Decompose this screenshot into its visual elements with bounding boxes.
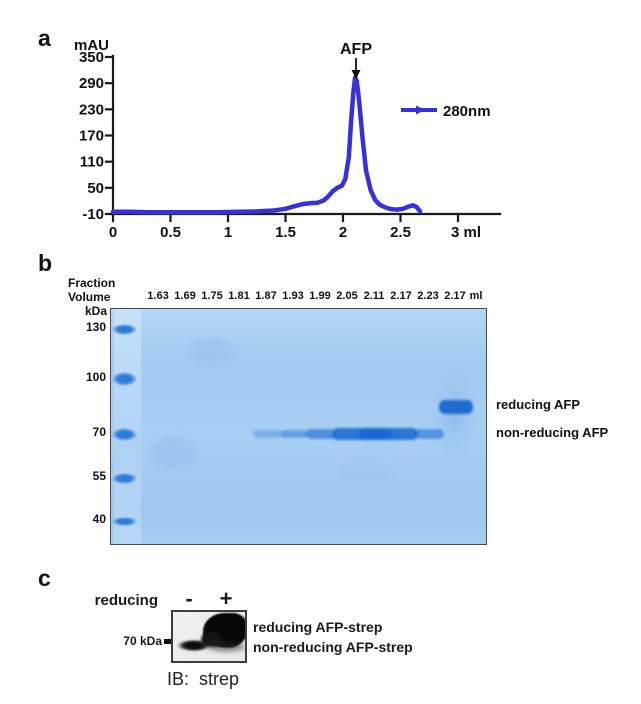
gel-band-reducing-2.17: [439, 400, 473, 414]
reducing-condition-label: reducing: [94, 592, 158, 609]
ladder-band-100kda: [112, 372, 137, 386]
ladder-kda-label: 100: [85, 370, 106, 384]
x-tick-label: 2.5: [390, 224, 411, 241]
chromatogram-plot: mAU 0 0.5 1 1.5 2 2.5 3 ml 350 290 230 170 110 50 -10…: [74, 37, 502, 241]
non-reducing-afp-label: non-reducing AFP: [496, 425, 609, 440]
fraction-header-line1: Fraction: [68, 276, 116, 290]
fraction-unit-label: ml: [469, 290, 483, 302]
fraction-label: 2.11: [363, 290, 385, 302]
y-tick-label: 230: [79, 101, 104, 118]
gel-band-non-reducing-2.11: [358, 428, 392, 440]
panel-c-label: c: [38, 565, 51, 591]
immunoblot-caption: IB: strep: [167, 669, 240, 689]
kda-header: kDa: [84, 304, 107, 318]
x-tick-label: 0: [109, 224, 117, 241]
y-tick-label: 110: [80, 154, 104, 171]
reducing-afp-label: reducing AFP: [496, 397, 581, 412]
y-tick-label: 350: [79, 49, 104, 66]
gel-band-non-reducing-2.23: [414, 429, 444, 439]
absorbance-curve-280nm: [110, 75, 423, 215]
gel-band-non-reducing-2.05: [331, 428, 365, 440]
ladder-band-55kda: [112, 472, 137, 484]
fraction-label: 1.75: [201, 290, 223, 302]
y-tick-label: -10: [82, 206, 104, 223]
gel-smudge: [151, 437, 197, 469]
legend-marker-icon: [416, 105, 425, 115]
fraction-label: 1.81: [228, 290, 250, 302]
non-reducing-afp-strep-label: non-reducing AFP-strep: [253, 639, 413, 655]
ladder-kda-label: 55: [92, 469, 106, 483]
fraction-label: 1.63: [147, 290, 169, 302]
panel-b-label: b: [38, 250, 53, 276]
blot-band-reducing-fade: [207, 642, 245, 652]
gel-smudge: [189, 337, 233, 365]
lane-plus-label: +: [219, 586, 233, 611]
legend-label: 280nm: [443, 103, 491, 120]
x-tick-label: 1: [224, 224, 232, 241]
axis-ticks: 0 0.5 1 1.5 2 2.5 3 ml 350 290 230 170 110 50 -10: [79, 49, 481, 241]
fraction-label: 1.87: [255, 290, 277, 302]
y-tick-label: 170: [79, 128, 104, 145]
ladder-band-40kda: [112, 516, 137, 526]
gel-image: [110, 308, 487, 545]
gel-smudge-reducing-lane: [431, 367, 477, 463]
lane-minus-label: -: [185, 586, 193, 611]
fraction-label: 2.17: [444, 290, 466, 302]
x-tick-label: 3 ml: [451, 224, 481, 241]
y-axis-title: mAU: [74, 37, 109, 54]
gel-band-non-reducing-2.17: [385, 428, 419, 440]
x-tick-label: 1.5: [275, 224, 296, 241]
70kda-marker-label: 70 kDa: [123, 634, 162, 648]
fraction-label: 1.93: [282, 290, 304, 302]
gel-smudge: [339, 459, 391, 487]
blot-band-reducing-smear: [201, 632, 223, 647]
fraction-label: 2.23: [417, 290, 439, 302]
afp-peak-label: AFP: [340, 41, 372, 58]
x-tick-label: 2: [339, 224, 347, 241]
ladder-lane: [114, 309, 141, 544]
afp-arrowhead-icon: [351, 70, 361, 79]
ladder-band-130kda: [112, 323, 137, 335]
ladder-kda-label: 70: [92, 425, 106, 439]
ladder-band-70kda: [112, 427, 137, 441]
ladder-kda-label: 130: [85, 320, 106, 334]
western-blot-image: [171, 610, 247, 663]
gel-band-non-reducing-1.93: [279, 429, 309, 439]
fraction-header-line2: Volume: [68, 290, 111, 304]
x-tick-label: 0.5: [160, 224, 181, 241]
70kda-marker-dash-icon: [164, 639, 171, 644]
gel-band-non-reducing-1.87: [253, 430, 281, 438]
gel-band-non-reducing-1.99: [305, 429, 337, 439]
y-tick-label: 50: [87, 180, 104, 197]
ladder-kda-label: 40: [92, 512, 106, 526]
fraction-label: 1.99: [309, 290, 331, 302]
y-tick-label: 290: [79, 75, 104, 92]
fraction-label: 1.69: [174, 290, 196, 302]
fraction-label: 2.05: [336, 290, 358, 302]
reducing-afp-strep-label: reducing AFP-strep: [253, 619, 383, 635]
legend: 280nm: [401, 103, 491, 120]
panel-a-label: a: [38, 25, 51, 51]
fraction-label: 2.17: [390, 290, 412, 302]
